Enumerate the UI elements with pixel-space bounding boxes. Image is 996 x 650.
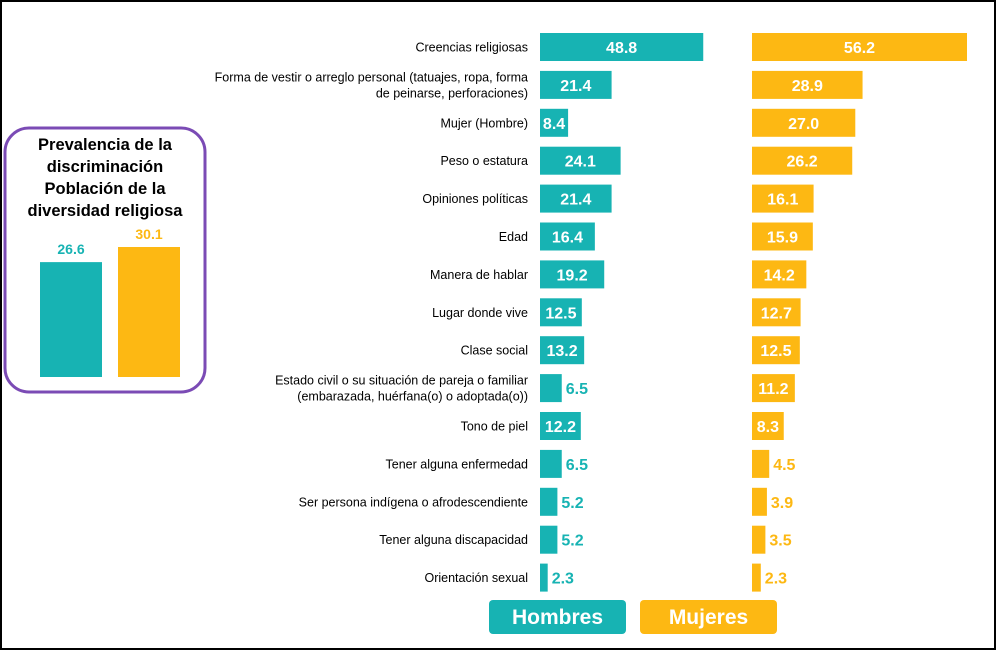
bar-mujeres xyxy=(752,563,761,592)
category-label: Forma de vestir o arreglo personal (tatu… xyxy=(215,70,528,84)
data-label-mujeres: 12.7 xyxy=(761,305,792,322)
data-label-mujeres: 27.0 xyxy=(788,116,819,133)
category-label: Manera de hablar xyxy=(430,268,528,282)
bar-mujeres xyxy=(752,487,767,516)
category-label: Orientación sexual xyxy=(424,571,528,585)
category-label: (embarazada, huérfana(o) o adoptada(o)) xyxy=(297,390,528,404)
data-label-hombres: 48.8 xyxy=(606,40,637,57)
data-label-hombres: 5.2 xyxy=(561,495,583,512)
data-label-mujeres: 2.3 xyxy=(765,571,787,588)
bar-mujeres xyxy=(752,70,863,99)
bar-hombres xyxy=(540,222,595,251)
data-label-hombres: 5.2 xyxy=(561,533,583,550)
data-label-mujeres: 11.2 xyxy=(758,381,788,398)
bar-hombres xyxy=(540,260,605,289)
data-label-hombres: 6.5 xyxy=(566,457,588,474)
bar-mujeres xyxy=(752,336,800,365)
data-label-mujeres: 56.2 xyxy=(844,40,875,57)
bar-hombres xyxy=(540,449,562,478)
category-label: Creencias religiosas xyxy=(415,41,528,55)
bar-mujeres xyxy=(752,260,807,289)
data-label-mujeres: 12.5 xyxy=(760,343,791,360)
prevalence-title: Prevalencia de la xyxy=(38,136,173,154)
category-label: Ser persona indígena o afrodescendiente xyxy=(299,495,528,509)
category-label: Estado civil o su situación de pareja o … xyxy=(275,374,528,388)
bar-mujeres xyxy=(752,33,967,61)
data-label-hombres: 2.3 xyxy=(552,571,574,588)
bar-mujeres xyxy=(752,298,801,327)
bar-mujeres xyxy=(752,146,853,175)
bar-mujeres xyxy=(752,412,784,440)
data-label-hombres: 19.2 xyxy=(557,267,588,284)
prevalence-value: 26.6 xyxy=(57,241,84,257)
data-label-hombres: 24.1 xyxy=(565,154,596,171)
data-label-hombres: 8.4 xyxy=(543,116,565,133)
category-label: Tener alguna discapacidad xyxy=(379,533,528,547)
legend-label-hombres: Hombres xyxy=(512,606,603,629)
category-label: Clase social xyxy=(461,344,528,358)
bar-hombres xyxy=(540,146,621,175)
category-label: Mujer (Hombre) xyxy=(440,116,528,130)
bar-mujeres xyxy=(752,222,813,251)
category-label: Peso o estatura xyxy=(440,154,528,168)
bar-hombres xyxy=(540,487,558,516)
data-label-mujeres: 28.9 xyxy=(792,78,823,95)
data-label-hombres: 12.5 xyxy=(545,305,576,322)
data-label-hombres: 16.4 xyxy=(552,230,583,247)
bar-mujeres xyxy=(752,184,814,213)
category-label: Tener alguna enfermedad xyxy=(386,457,529,471)
bar-hombres xyxy=(540,298,582,327)
data-label-mujeres: 4.5 xyxy=(773,457,795,474)
prevalence-title: Población de la xyxy=(44,180,166,198)
legend-swatch-hombres xyxy=(489,600,626,634)
category-label: Tono de piel xyxy=(461,420,528,434)
prevalence-title: diversidad religiosa xyxy=(28,202,184,220)
bar-hombres xyxy=(540,336,585,365)
category-label: de peinarse, perforaciones) xyxy=(376,86,528,100)
bar-mujeres xyxy=(752,374,795,403)
data-label-hombres: 12.2 xyxy=(545,419,576,436)
prevalence-bar xyxy=(118,247,180,377)
prevalence-bar xyxy=(40,262,102,377)
bar-hombres xyxy=(540,374,562,403)
bar-hombres xyxy=(540,184,612,213)
bar-hombres xyxy=(540,563,548,592)
bar-hombres xyxy=(540,33,704,61)
bar-hombres xyxy=(540,70,612,99)
data-label-hombres: 21.4 xyxy=(560,192,591,209)
prevalence-value: 30.1 xyxy=(135,226,162,242)
prevalence-title: discriminación xyxy=(47,158,163,176)
data-label-mujeres: 16.1 xyxy=(767,192,798,209)
data-label-mujeres: 3.9 xyxy=(771,495,793,512)
category-label: Opiniones políticas xyxy=(422,192,528,206)
bar-hombres xyxy=(540,412,581,440)
bar-mujeres xyxy=(752,525,766,554)
data-label-mujeres: 14.2 xyxy=(764,267,795,284)
bar-mujeres xyxy=(752,449,770,478)
data-label-hombres: 6.5 xyxy=(566,381,588,398)
data-label-mujeres: 26.2 xyxy=(787,154,818,171)
data-label-hombres: 21.4 xyxy=(560,78,591,95)
bar-hombres xyxy=(540,108,569,137)
legend-swatch-mujeres xyxy=(640,600,777,634)
data-label-hombres: 13.2 xyxy=(547,343,578,360)
bar-mujeres xyxy=(752,108,856,137)
bar-hombres xyxy=(540,525,558,554)
data-label-mujeres: 15.9 xyxy=(767,230,798,247)
category-label: Edad xyxy=(499,230,528,244)
data-label-mujeres: 8.3 xyxy=(757,419,779,436)
legend-label-mujeres: Mujeres xyxy=(669,606,748,629)
category-label: Lugar donde vive xyxy=(432,306,528,320)
data-label-mujeres: 3.5 xyxy=(769,533,791,550)
